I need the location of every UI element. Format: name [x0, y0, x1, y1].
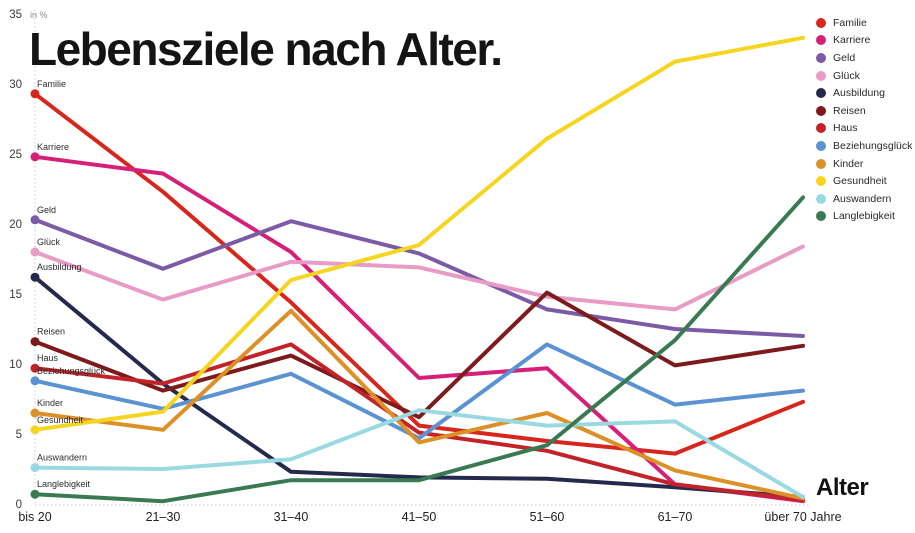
legend-item-karriere: Karriere	[816, 32, 912, 50]
series-line-auswandern	[33, 408, 805, 499]
series-start-dot-geld	[30, 215, 40, 225]
legend-label: Kinder	[833, 157, 864, 170]
x-axis-title: Alter	[816, 474, 869, 501]
series-label-ausbildung: Ausbildung	[37, 262, 82, 272]
legend-item-beziehungsglück: Beziehungsglück	[816, 137, 912, 155]
y-tick-label: 20	[9, 219, 22, 231]
legend-dot-icon	[816, 70, 826, 81]
y-tick-label: 25	[9, 149, 22, 161]
series-start-dot-reisen	[30, 337, 40, 347]
legend-label: Glück	[833, 69, 860, 82]
series-start-dot-langlebigkeit	[30, 489, 40, 499]
legend-item-auswandern: Auswandern	[816, 190, 912, 208]
legend-label: Geld	[833, 51, 856, 64]
y-tick-label: 35	[9, 9, 22, 21]
legend-dot-icon	[816, 193, 826, 204]
series-start-dot-glück	[30, 247, 40, 257]
legend-label: Langlebigkeit	[833, 210, 895, 223]
legend-dot-icon	[816, 52, 826, 63]
legend-dot-icon	[816, 158, 826, 169]
legend-dot-icon	[816, 140, 826, 151]
series-label-familie: Familie	[37, 79, 66, 89]
y-tick-label: 30	[9, 79, 22, 91]
legend-label: Gesundheit	[833, 175, 887, 188]
legend-dot-icon	[816, 105, 826, 116]
series-label-karriere: Karriere	[37, 142, 69, 152]
series-label-auswandern: Auswandern	[37, 453, 87, 463]
series-label-glück: Glück	[37, 237, 61, 247]
series-line-gesundheit	[33, 35, 805, 432]
series-start-dot-kinder	[30, 408, 40, 418]
legend-item-geld: Geld	[816, 49, 912, 67]
series-line-kinder	[33, 308, 805, 501]
series-start-dot-familie	[30, 89, 40, 99]
series-start-dot-haus	[30, 363, 40, 373]
legend-dot-icon	[816, 176, 826, 187]
x-tick-label: bis 20	[18, 510, 51, 524]
series-line-langlebigkeit	[33, 195, 805, 504]
series-line-reisen	[33, 290, 805, 420]
x-tick-label: 21–30	[146, 510, 181, 524]
x-tick-label: 61–70	[658, 510, 693, 524]
x-tick-label: über 70 Jahre	[764, 510, 841, 524]
series-label-geld: Geld	[37, 205, 56, 215]
series-line-geld	[33, 217, 805, 338]
legend-item-reisen: Reisen	[816, 102, 912, 120]
legend-item-ausbildung: Ausbildung	[816, 84, 912, 102]
series-start-dot-gesundheit	[30, 425, 40, 435]
y-tick-label: 15	[9, 289, 22, 301]
legend-label: Haus	[833, 122, 858, 135]
series-label-reisen: Reisen	[37, 327, 65, 337]
legend-dot-icon	[816, 211, 826, 222]
series-label-kinder: Kinder	[37, 398, 63, 408]
legend-label: Beziehungsglück	[833, 139, 913, 152]
legend-label: Auswandern	[833, 192, 892, 205]
series-label-gesundheit: Gesundheit	[37, 415, 84, 425]
legend-item-langlebigkeit: Langlebigkeit	[816, 208, 912, 226]
y-tick-label: 5	[16, 429, 22, 441]
legend-item-familie: Familie	[816, 14, 912, 32]
y-tick-label: 0	[16, 499, 22, 511]
unit-label: in %	[30, 10, 48, 20]
legend-item-glück: Glück	[816, 67, 912, 85]
legend-dot-icon	[816, 35, 826, 46]
x-tick-label: 41–50	[402, 510, 437, 524]
series-start-dot-beziehungsglück	[30, 376, 40, 386]
series-line-glück	[33, 244, 805, 312]
legend-dot-icon	[816, 123, 826, 134]
series-line-familie	[33, 91, 805, 456]
series-label-langlebigkeit: Langlebigkeit	[37, 479, 91, 489]
legend: Familie Karriere Geld Glück Ausbildung Reisen…	[816, 14, 912, 225]
series-start-dot-auswandern	[30, 463, 40, 473]
series-start-dot-ausbildung	[30, 272, 40, 282]
legend-item-kinder: Kinder	[816, 155, 912, 173]
legend-dot-icon	[816, 88, 826, 99]
legend-label: Reisen	[833, 104, 866, 117]
series-label-beziehungsglück: Beziehungsglück	[37, 366, 106, 376]
legend-label: Familie	[833, 16, 867, 29]
legend-label: Ausbildung	[833, 87, 885, 100]
chart-title: Lebensziele nach Alter.	[29, 23, 503, 75]
series-start-dot-karriere	[30, 152, 40, 162]
series-line-haus	[33, 342, 805, 502]
x-tick-label: 51–60	[530, 510, 565, 524]
y-tick-label: 10	[9, 359, 22, 371]
legend-item-gesundheit: Gesundheit	[816, 172, 912, 190]
x-tick-label: 31–40	[274, 510, 309, 524]
legend-label: Karriere	[833, 34, 871, 47]
legend-dot-icon	[816, 17, 826, 28]
legend-item-haus: Haus	[816, 120, 912, 138]
series-label-haus: Haus	[37, 353, 59, 363]
